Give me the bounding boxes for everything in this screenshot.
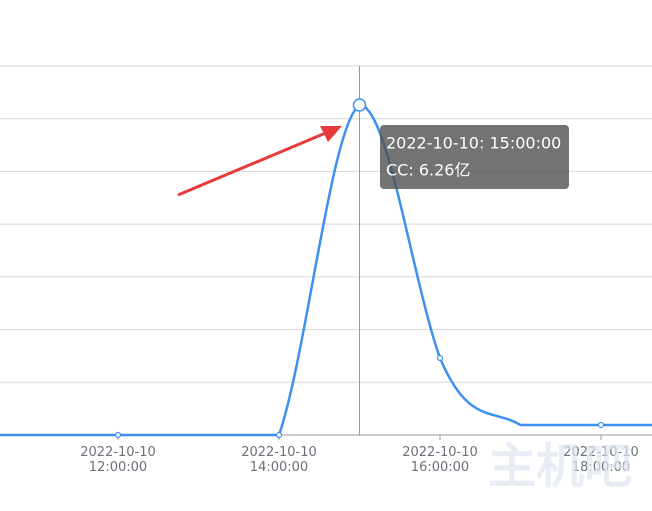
marker [275,431,283,439]
hover-marker [352,98,367,112]
x-tick-label: 2022-10-10 12:00:00 [80,445,156,475]
x-tick-label: 2022-10-10 16:00:00 [402,445,478,475]
tooltip-box [380,125,569,189]
watermark: 主机吧 [488,439,632,495]
tooltip-text: CC: 6.26亿 [386,161,470,180]
marker [436,354,444,362]
tooltip: 2022-10-10: 15:00:00 CC: 6.26亿 [380,125,569,189]
line [0,103,652,437]
tooltip-title: 2022-10-10: 15:00:00 [386,134,561,153]
marker [114,431,122,439]
x-tick-label: 2022-10-10 14:00:00 [241,445,317,475]
marker [597,421,605,429]
x-tick-label: 2022-10-10 18:00:00 [563,445,639,475]
arrow [177,126,342,197]
